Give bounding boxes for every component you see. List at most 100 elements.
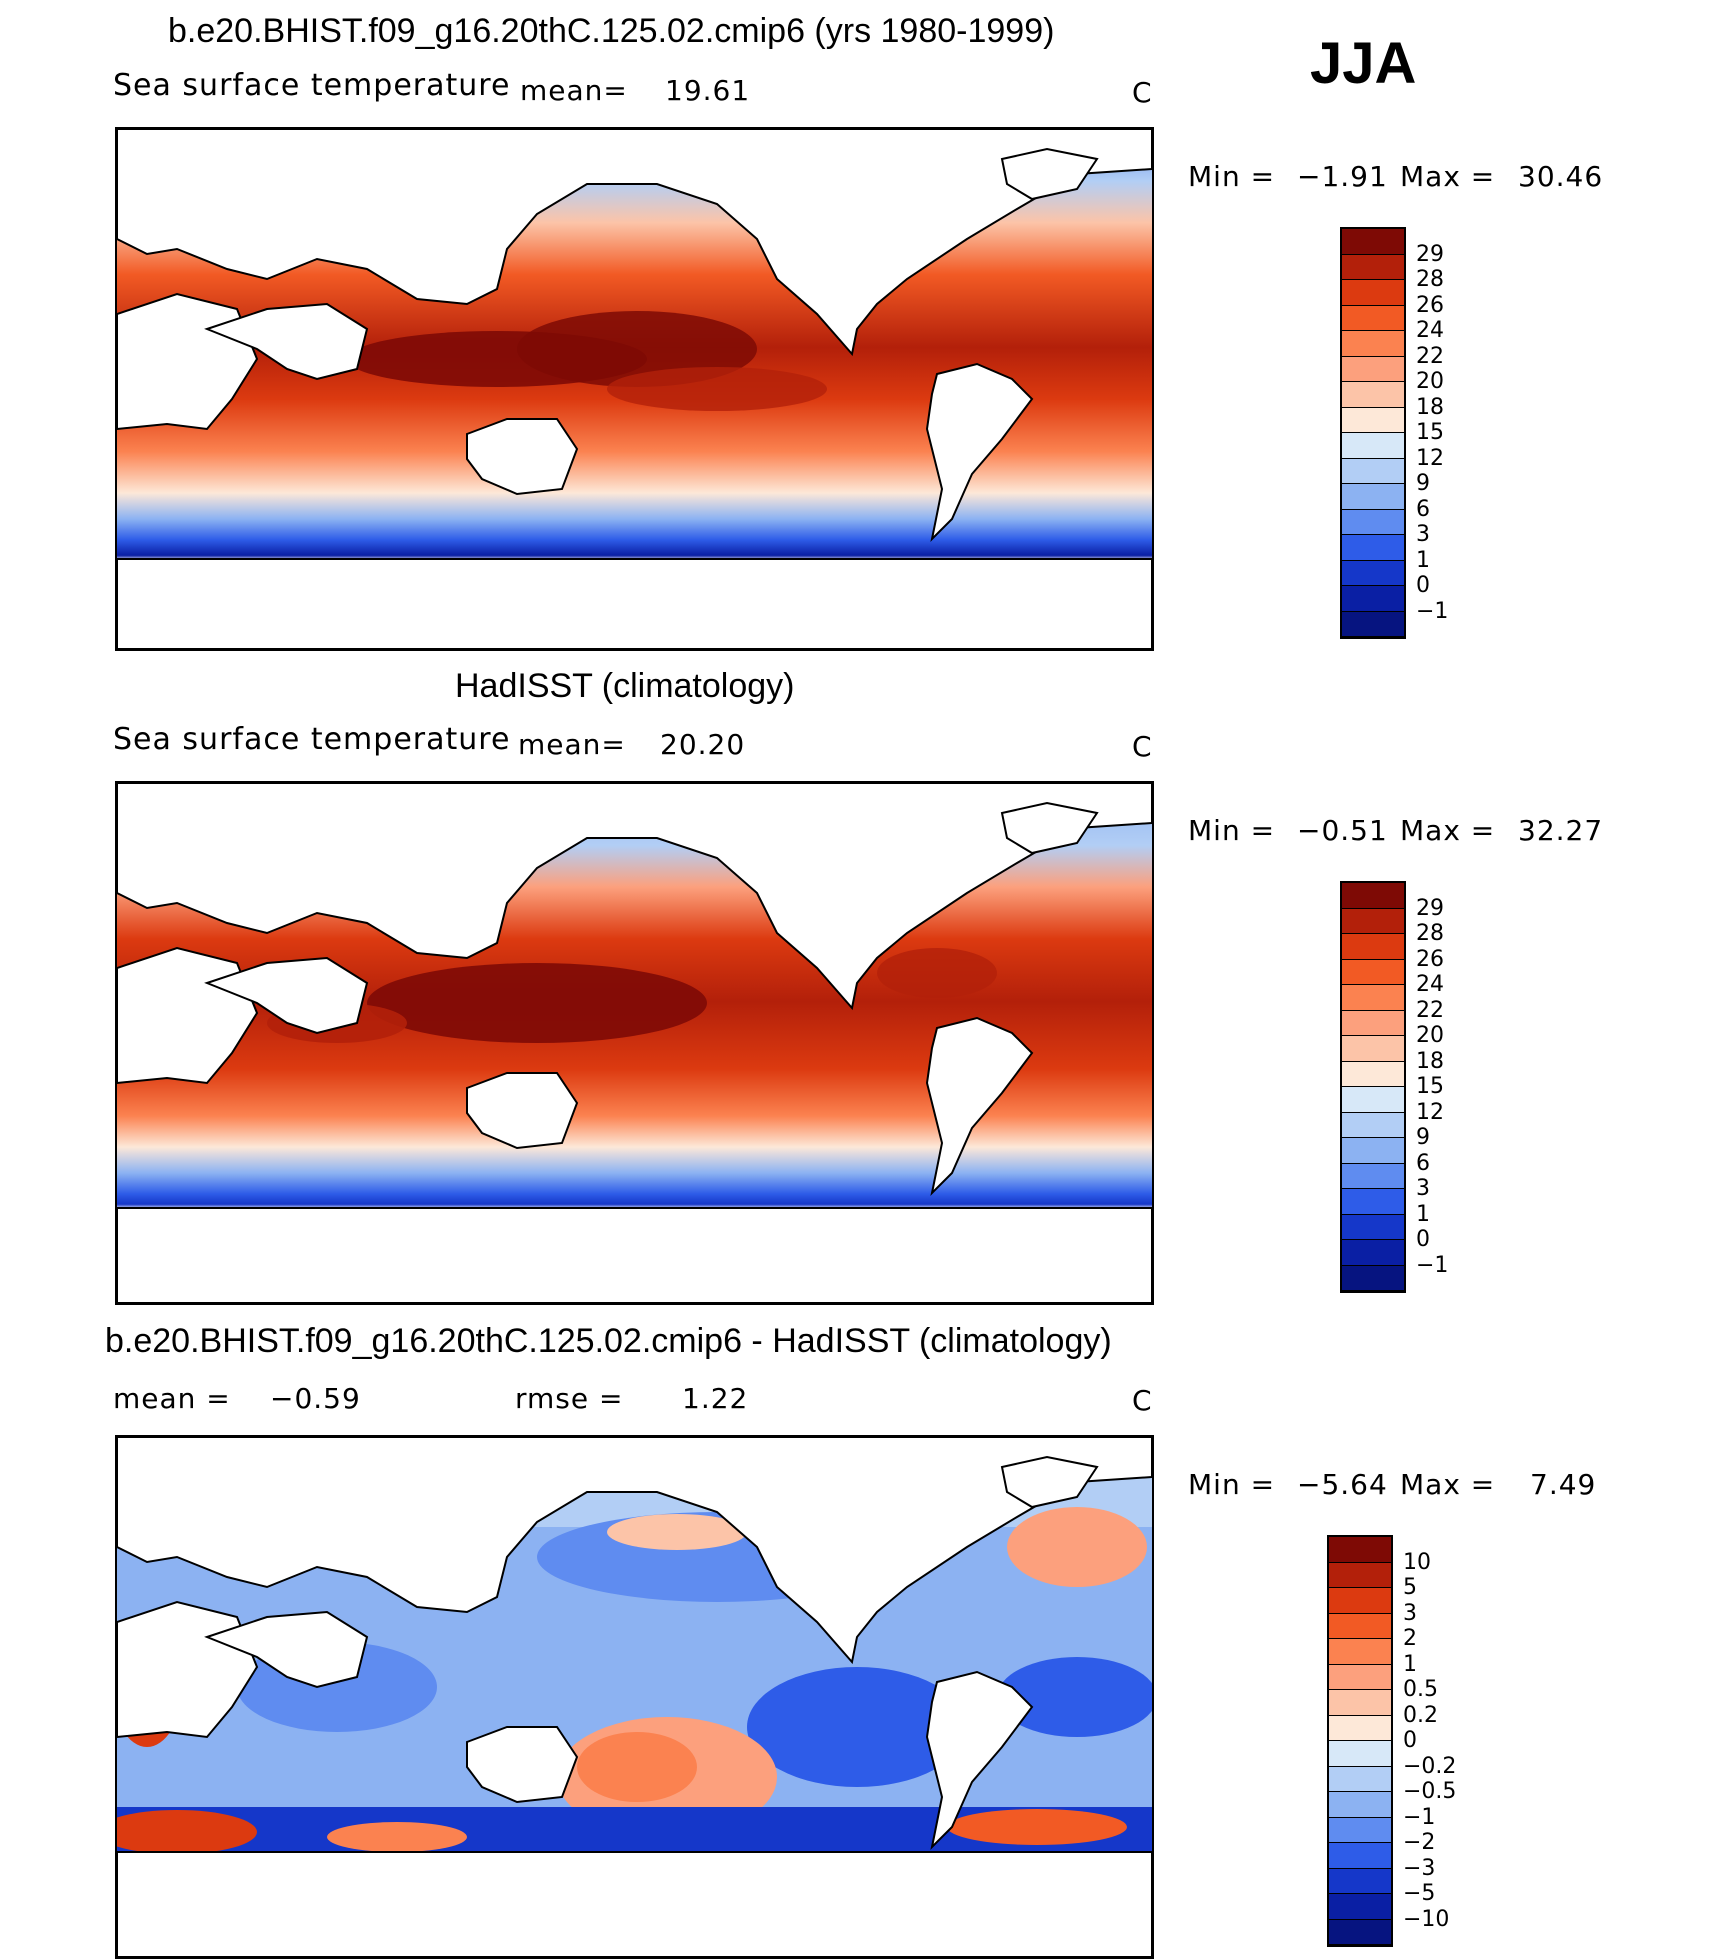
colorbar-segment (1342, 985, 1404, 1011)
colorbar-model: 29 28 26 24 22 20 18 15 12 9 6 3 1 0 −1 (1340, 227, 1448, 639)
colorbar-segment (1329, 1715, 1391, 1741)
colorbar-segment (1329, 1639, 1391, 1665)
colorbar-segment (1342, 535, 1404, 561)
colorbar-tick-label: 1 (1416, 1201, 1430, 1227)
colorbar-tick-label: 20 (1416, 369, 1444, 394)
colorbar-tick-label: 26 (1416, 946, 1444, 972)
colorbar-tick-label: 0 (1416, 1227, 1430, 1252)
min-value-model: −1.91 (1297, 160, 1388, 193)
colorbar-tick-label: 26 (1416, 292, 1444, 318)
colorbar-segment (1342, 484, 1404, 510)
sst-map-model (115, 127, 1154, 651)
colorbar-tick-label: 18 (1416, 394, 1444, 420)
colorbar-tick-label: 1 (1403, 1651, 1417, 1677)
colorbar-tick-label: 22 (1416, 343, 1444, 369)
colorbar-diff: 10 5 3 2 1 0.5 0.2 0 −0.2 −0.5 −1 −2 −3 −5 −10 (1327, 1535, 1456, 1947)
colorbar-tick-label: 12 (1416, 1099, 1444, 1125)
colorbar-obs: 29 28 26 24 22 20 18 15 12 9 6 3 1 0 −1 (1340, 881, 1448, 1293)
colorbar-tick-label: 1 (1416, 547, 1430, 573)
colorbar-segment (1342, 229, 1404, 255)
colorbar-segment (1342, 883, 1404, 909)
colorbar-segment (1342, 959, 1404, 985)
season-label: JJA (1310, 31, 1417, 96)
colorbar-segment (1342, 611, 1404, 637)
mean-label-obs: mean= (518, 728, 626, 761)
colorbar-segment (1342, 254, 1404, 280)
max-label-model: Max = (1400, 160, 1496, 193)
colorbar-tick-label: 24 (1416, 318, 1444, 343)
rmse-label-diff: rmse = (515, 1382, 624, 1415)
colorbar-tick-label: 28 (1416, 921, 1444, 946)
min-label-obs: Min = (1188, 814, 1276, 847)
colorbar-segment (1329, 1919, 1391, 1945)
sst-difference-map (115, 1435, 1154, 1959)
colorbar-segment (1342, 280, 1404, 306)
mean-label-diff: mean = (113, 1382, 231, 1415)
colorbar-segment (1342, 509, 1404, 535)
colorbar-segment (1329, 1792, 1391, 1818)
colorbar-tick-label: −10 (1403, 1906, 1450, 1932)
colorbar-tick-label: 3 (1416, 522, 1430, 547)
colorbar-segment (1329, 1562, 1391, 1588)
colorbar-tick-label: 18 (1416, 1048, 1444, 1074)
colorbar-tick-label: 0.5 (1403, 1677, 1438, 1702)
min-label-model: Min = (1188, 160, 1276, 193)
colorbar-segment (1342, 433, 1404, 459)
mean-value-diff: −0.59 (270, 1382, 361, 1415)
colorbar-tick-label: 3 (1416, 1176, 1430, 1201)
colorbar-segment (1329, 1894, 1391, 1920)
colorbar-segment (1342, 560, 1404, 586)
colorbar-tick-label: 6 (1416, 1150, 1430, 1176)
colorbar-tick-label: 15 (1416, 1074, 1444, 1099)
max-label-diff: Max = (1400, 1468, 1496, 1501)
colorbar-tick-label: 29 (1416, 895, 1444, 921)
max-value-model: 30.46 (1518, 160, 1604, 193)
colorbar-segment (1342, 1214, 1404, 1240)
max-value-diff: 7.49 (1530, 1468, 1597, 1501)
colorbar-tick-label: 24 (1416, 972, 1444, 997)
colorbar-tick-label: −0.5 (1403, 1779, 1457, 1804)
colorbar-tick-label: −3 (1403, 1855, 1436, 1881)
colorbar-tick-label: 5 (1403, 1575, 1417, 1600)
colorbar-segment (1342, 382, 1404, 408)
colorbar-segment (1342, 1189, 1404, 1215)
colorbar-segment (1342, 305, 1404, 331)
mean-label-model: mean= (520, 74, 628, 107)
colorbar-segment (1342, 407, 1404, 433)
colorbar-segment (1329, 1588, 1391, 1614)
colorbar-segment (1342, 586, 1404, 612)
colorbar-tick-label: 29 (1416, 241, 1444, 267)
colorbar-tick-label: 28 (1416, 267, 1444, 292)
colorbar-segment (1342, 458, 1404, 484)
mean-value-model: 19.61 (665, 74, 751, 107)
max-value-obs: 32.27 (1518, 814, 1604, 847)
panel-title-model: b.e20.BHIST.f09_g16.20thC.125.02.cmip6 (… (168, 12, 1055, 50)
colorbar-tick-label: 15 (1416, 420, 1444, 445)
colorbar-segment (1342, 908, 1404, 934)
colorbar-segment (1342, 356, 1404, 382)
colorbar-segment (1342, 1240, 1404, 1266)
colorbar-segment (1342, 1036, 1404, 1062)
colorbar-segment (1342, 1112, 1404, 1138)
colorbar-segment (1329, 1664, 1391, 1690)
min-label-diff: Min = (1188, 1468, 1276, 1501)
colorbar-tick-label: −1 (1416, 1252, 1449, 1278)
unit-label-obs: C (1132, 730, 1153, 763)
unit-label-diff: C (1132, 1384, 1153, 1417)
colorbar-tick-label: 22 (1416, 997, 1444, 1023)
min-value-obs: −0.51 (1297, 814, 1388, 847)
rmse-value-diff: 1.22 (682, 1382, 749, 1415)
unit-label-model: C (1132, 76, 1153, 109)
colorbar-segment (1342, 1010, 1404, 1036)
colorbar-tick-label: −0.2 (1403, 1753, 1457, 1779)
colorbar-tick-label: −5 (1403, 1881, 1436, 1906)
panel-title-diff: b.e20.BHIST.f09_g16.20thC.125.02.cmip6 -… (105, 1322, 1112, 1360)
colorbar-tick-label: 0.2 (1403, 1702, 1438, 1728)
colorbar-segment (1329, 1537, 1391, 1563)
colorbar-tick-label: −1 (1416, 598, 1449, 624)
colorbar-tick-label: 20 (1416, 1023, 1444, 1048)
colorbar-tick-label: 2 (1403, 1626, 1417, 1651)
variable-label-model: Sea surface temperature (113, 68, 511, 103)
colorbar-segment (1329, 1843, 1391, 1869)
colorbar-tick-label: 10 (1403, 1549, 1431, 1575)
